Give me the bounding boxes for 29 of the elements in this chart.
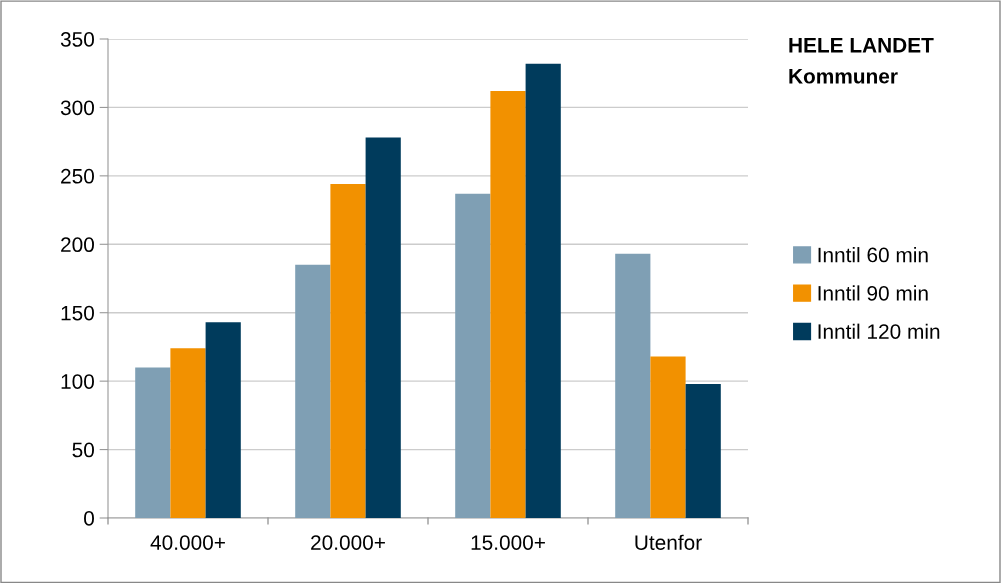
y-tick-label: 250 [61,168,94,184]
bar [490,91,526,518]
bar [455,193,491,518]
text: Kommuner [789,69,898,84]
bar [170,348,206,518]
legend-label: Inntil 90 min [818,285,928,301]
y-tick-label: 150 [61,305,94,321]
y-tick-label: 200 [61,237,94,253]
bar [525,63,561,518]
y-tick-label: 0 [84,511,94,526]
bar [295,264,331,518]
legend-label: Inntil 120 min [818,323,940,339]
x-tick-label: 20.000+ [311,535,385,550]
y-tick-label: 300 [60,100,94,116]
bar [615,253,651,518]
bar [685,383,721,518]
x-tick-label: 40.000+ [150,535,225,550]
y-tick-label: 50 [72,442,94,458]
bar [650,356,686,518]
x-tick-label: Utenfor [635,534,702,550]
bar [330,184,366,518]
bar [365,137,401,518]
legend-label: Inntil 60 min [818,247,928,263]
x-tick-label: 15.000+ [471,535,545,550]
bar [205,322,241,518]
y-tick-label: 100 [61,374,94,389]
text: HELE LANDET [789,38,934,53]
bar [135,367,171,518]
y-tick-label: 350 [60,32,94,47]
